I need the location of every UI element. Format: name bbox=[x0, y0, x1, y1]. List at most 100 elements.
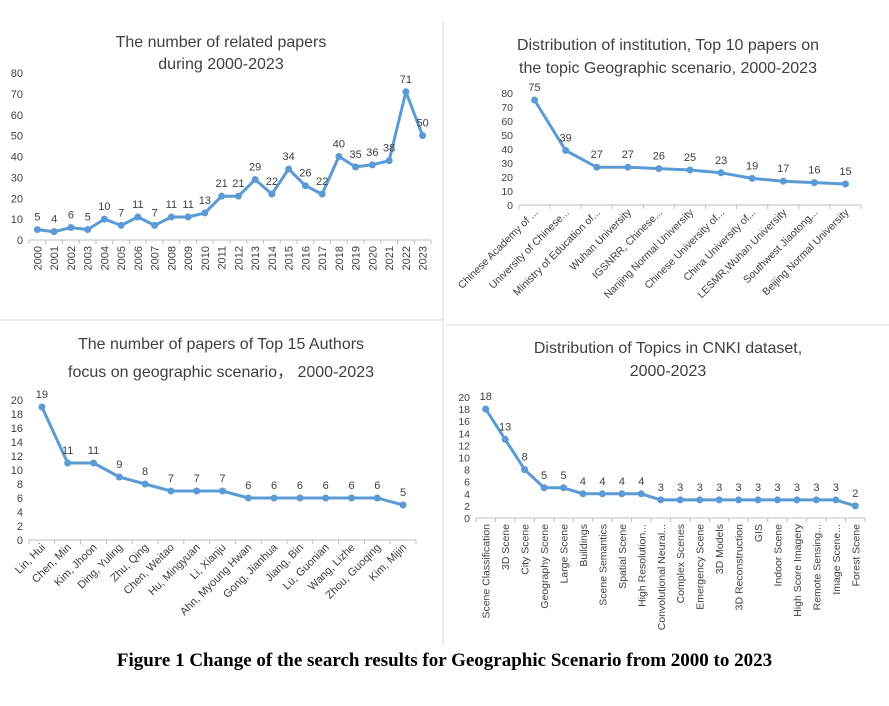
data-point bbox=[676, 496, 684, 504]
x-tick-label: 2018 bbox=[334, 246, 346, 270]
x-tick-label: Indoor Scene bbox=[772, 524, 784, 587]
data-point bbox=[419, 132, 427, 140]
y-tick-label: 20 bbox=[11, 193, 23, 205]
y-tick-label: 50 bbox=[501, 130, 513, 142]
x-tick-label: 2003 bbox=[83, 246, 95, 270]
data-point bbox=[696, 496, 704, 504]
data-point bbox=[773, 496, 781, 504]
x-tick-label: Convolutional Neural... bbox=[656, 524, 668, 630]
data-point bbox=[637, 490, 645, 498]
data-label: 6 bbox=[348, 480, 354, 492]
data-point bbox=[717, 169, 725, 177]
y-tick-label: 20 bbox=[501, 172, 513, 184]
data-label: 7 bbox=[168, 473, 174, 485]
data-point bbox=[373, 494, 381, 502]
data-point bbox=[793, 496, 801, 504]
data-label: 4 bbox=[580, 476, 586, 488]
data-label: 6 bbox=[245, 480, 251, 492]
data-label: 34 bbox=[283, 151, 295, 163]
data-label: 9 bbox=[116, 459, 122, 471]
chart-title: The number of papers of Top 15 Authors bbox=[78, 336, 364, 353]
chart-title: The number of related papers bbox=[116, 34, 327, 51]
data-label: 39 bbox=[560, 132, 572, 144]
data-label: 10 bbox=[98, 201, 110, 213]
series-line bbox=[35, 90, 425, 234]
x-tick-label: 2016 bbox=[300, 246, 312, 270]
data-label: 4 bbox=[638, 476, 644, 488]
x-tick-label: Geography Scene bbox=[539, 524, 551, 609]
data-label: 4 bbox=[599, 476, 605, 488]
x-tick-label: 2021 bbox=[384, 246, 396, 270]
y-tick-label: 20 bbox=[11, 395, 23, 407]
chart-subtitle: focus on geographic scenario， 2000-2023 bbox=[68, 364, 374, 381]
y-tick-label: 6 bbox=[464, 477, 470, 489]
y-tick-label: 20 bbox=[458, 392, 470, 404]
data-point bbox=[657, 496, 665, 504]
x-tick-label: 2014 bbox=[267, 246, 279, 270]
data-label: 18 bbox=[480, 391, 492, 403]
data-label: 19 bbox=[36, 389, 48, 401]
y-tick-label: 0 bbox=[17, 235, 23, 247]
data-point bbox=[268, 190, 276, 198]
data-point bbox=[100, 215, 108, 223]
data-label: 3 bbox=[716, 482, 722, 494]
x-tick-label: 2012 bbox=[233, 246, 245, 270]
y-tick-label: 80 bbox=[11, 68, 23, 80]
data-label: 27 bbox=[622, 149, 634, 161]
y-tick-label: 30 bbox=[501, 158, 513, 170]
data-point bbox=[385, 157, 393, 165]
data-label: 3 bbox=[833, 482, 839, 494]
data-label: 22 bbox=[316, 176, 328, 188]
data-point bbox=[501, 435, 509, 443]
data-point bbox=[219, 487, 226, 495]
data-label: 11 bbox=[182, 199, 193, 211]
y-tick-label: 4 bbox=[464, 489, 470, 501]
y-tick-label: 40 bbox=[11, 152, 23, 164]
data-point bbox=[117, 221, 125, 229]
data-label: 6 bbox=[323, 480, 329, 492]
x-tick-label: 3D Scene bbox=[500, 524, 512, 570]
x-tick-label: 2005 bbox=[116, 246, 128, 270]
data-point bbox=[38, 403, 46, 411]
data-point bbox=[134, 213, 142, 221]
chart-subtitle: during 2000-2023 bbox=[158, 56, 284, 73]
data-point bbox=[270, 494, 278, 502]
data-label: 6 bbox=[297, 480, 303, 492]
data-point bbox=[540, 484, 548, 492]
x-tick-label: Scene Classification bbox=[481, 524, 493, 619]
y-tick-label: 60 bbox=[11, 110, 23, 122]
data-point bbox=[531, 96, 539, 104]
data-point bbox=[521, 466, 529, 474]
data-point bbox=[618, 490, 626, 498]
x-tick-label: 2008 bbox=[166, 246, 178, 270]
data-label: 11 bbox=[88, 445, 99, 457]
x-tick-label: 3D Models bbox=[714, 524, 726, 574]
data-point bbox=[368, 161, 376, 169]
data-label: 36 bbox=[366, 147, 378, 159]
data-point bbox=[779, 177, 787, 185]
y-tick-label: 8 bbox=[17, 479, 23, 491]
y-tick-label: 10 bbox=[11, 465, 23, 477]
data-point bbox=[851, 502, 859, 510]
y-tick-label: 10 bbox=[501, 186, 513, 198]
data-label: 3 bbox=[658, 482, 664, 494]
y-tick-label: 2 bbox=[17, 521, 23, 533]
data-point bbox=[151, 221, 159, 229]
data-label: 2 bbox=[852, 488, 858, 500]
data-point bbox=[735, 496, 743, 504]
y-tick-label: 2 bbox=[464, 501, 470, 513]
data-label: 7 bbox=[194, 473, 200, 485]
data-label: 3 bbox=[813, 482, 819, 494]
data-label: 11 bbox=[62, 445, 73, 457]
y-tick-label: 0 bbox=[464, 513, 470, 525]
data-label: 75 bbox=[528, 82, 540, 94]
data-label: 3 bbox=[774, 482, 780, 494]
data-label: 6 bbox=[68, 209, 74, 221]
x-tick-label: 2023 bbox=[418, 246, 430, 270]
data-point bbox=[318, 190, 326, 198]
x-tick-label: 2009 bbox=[183, 246, 195, 270]
data-label: 13 bbox=[499, 421, 511, 433]
x-tick-label: 2017 bbox=[317, 246, 329, 270]
data-label: 11 bbox=[132, 199, 143, 211]
y-tick-label: 6 bbox=[17, 493, 23, 505]
